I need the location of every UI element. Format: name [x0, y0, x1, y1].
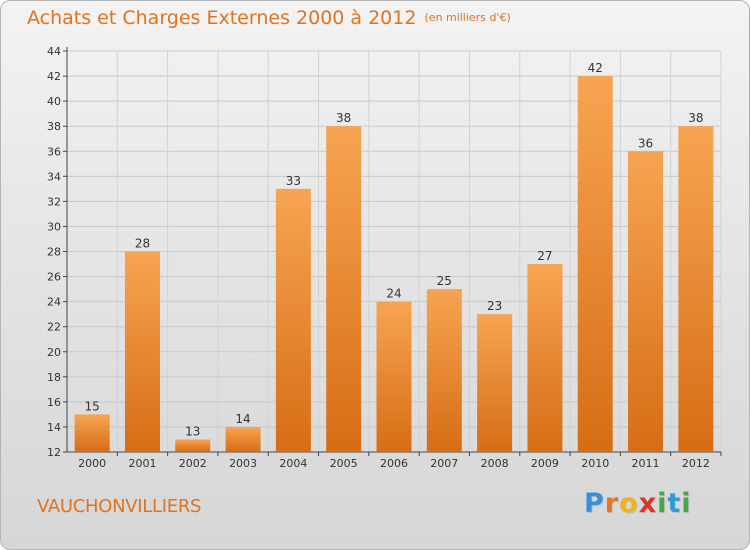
chart-subtitle: (en milliers d'€)	[424, 11, 511, 24]
value-label-2004: 33	[286, 174, 301, 188]
value-label-2011: 36	[638, 136, 653, 150]
x-tick-label-2010: 2010	[581, 457, 609, 470]
x-tick-label-2007: 2007	[430, 457, 458, 470]
value-label-2006: 24	[386, 287, 401, 301]
y-tick-label: 24	[47, 296, 61, 309]
x-tick-label-2006: 2006	[380, 457, 408, 470]
proxiti-logo[interactable]: Proxiti	[584, 488, 692, 519]
x-tick-label-2012: 2012	[682, 457, 710, 470]
y-tick-label: 22	[47, 321, 61, 334]
bar-2006	[376, 301, 412, 452]
bar-2008	[477, 314, 513, 452]
value-label-2010: 42	[588, 61, 603, 75]
x-tick-label-2005: 2005	[330, 457, 358, 470]
bar-2011	[628, 151, 664, 452]
x-tick-label-2003: 2003	[229, 457, 257, 470]
y-tick-label: 42	[47, 70, 61, 83]
x-tick-label-2001: 2001	[128, 457, 156, 470]
value-label-2002: 13	[185, 424, 200, 438]
y-tick-label: 18	[47, 371, 61, 384]
y-tick-label: 12	[47, 446, 61, 459]
bar-2002	[175, 439, 211, 452]
y-tick-label: 16	[47, 396, 61, 409]
y-tick-label: 32	[47, 195, 61, 208]
value-label-2001: 28	[135, 237, 150, 251]
value-label-2005: 38	[336, 111, 351, 125]
value-label-2008: 23	[487, 299, 502, 313]
y-tick-label: 20	[47, 346, 61, 359]
value-label-2000: 15	[85, 399, 100, 413]
bar-2001	[124, 251, 160, 452]
bar-2000	[74, 414, 110, 452]
bar-2007	[426, 289, 462, 452]
x-tick-label-2002: 2002	[179, 457, 207, 470]
bar-2005	[326, 126, 362, 452]
y-tick-label: 30	[47, 220, 61, 233]
bar-2003	[225, 426, 261, 452]
bar-2004	[275, 188, 311, 452]
value-label-2007: 25	[437, 274, 452, 288]
y-tick-label: 34	[47, 170, 61, 183]
value-label-2012: 38	[688, 111, 703, 125]
bar-2012	[678, 126, 714, 452]
bar-2010	[577, 76, 613, 452]
y-tick-label: 40	[47, 95, 61, 108]
y-tick-label: 44	[47, 45, 61, 58]
place-name: VAUCHONVILLIERS	[37, 496, 202, 517]
x-tick-label-2011: 2011	[632, 457, 660, 470]
x-tick-label-2008: 2008	[481, 457, 509, 470]
x-tick-label-2000: 2000	[78, 457, 106, 470]
x-tick-label-2009: 2009	[531, 457, 559, 470]
y-tick-label: 14	[47, 421, 61, 434]
chart-title: Achats et Charges Externes 2000 à 2012 (e…	[27, 7, 511, 29]
y-tick-label: 28	[47, 246, 61, 259]
x-tick-label-2004: 2004	[279, 457, 307, 470]
bar-2009	[527, 264, 563, 452]
value-label-2009: 27	[537, 249, 552, 263]
y-tick-label: 36	[47, 145, 61, 158]
y-tick-label: 38	[47, 120, 61, 133]
value-label-2003: 14	[235, 412, 250, 426]
y-tick-label: 26	[47, 271, 61, 284]
